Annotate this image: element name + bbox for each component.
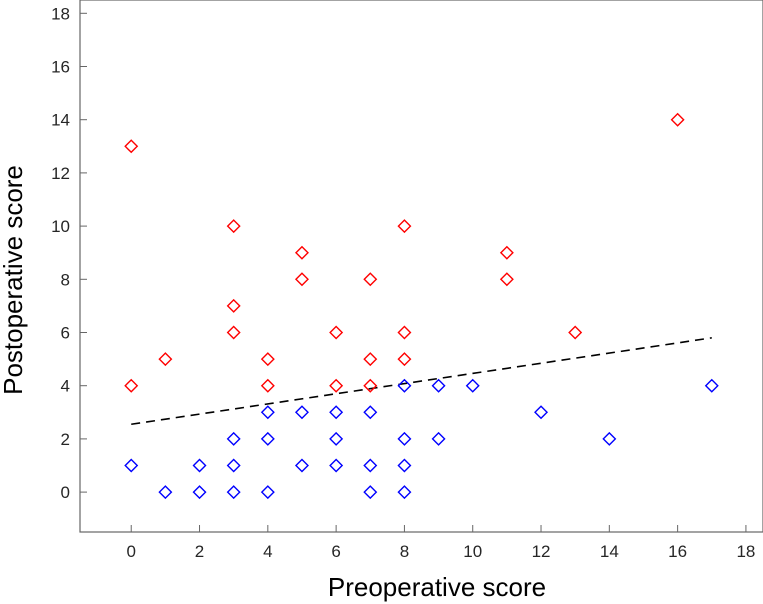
red-data-point: [260, 352, 275, 367]
y-axis-label: Postoperative score: [0, 165, 28, 395]
blue-data-point: [431, 431, 446, 446]
y-tick-label: 16: [51, 58, 70, 77]
blue-data-point: [192, 485, 207, 500]
tick-group: 0 2 4 6 8 10 12 14 16 18 0 2 4 6 8 10 12 14 16 18: [51, 4, 755, 561]
x-tick-label: 6: [331, 542, 340, 561]
trend-line: [131, 337, 712, 426]
blue-data-point: [329, 405, 344, 420]
red-data-point: [329, 378, 344, 393]
red-data-point: [124, 139, 139, 154]
blue-data-point: [226, 431, 241, 446]
x-tick-label: 4: [263, 542, 272, 561]
red-data-point: [397, 219, 412, 234]
blue-data-point: [124, 458, 139, 473]
y-tick-label: 12: [51, 164, 70, 183]
blue-data-point: [192, 458, 207, 473]
y-tick-label: 2: [61, 430, 70, 449]
red-data-point: [226, 219, 241, 234]
red-data-point: [363, 378, 378, 393]
red-data-point: [670, 112, 685, 127]
points-group: [124, 112, 719, 500]
blue-data-point: [226, 458, 241, 473]
y-tick-label: 14: [51, 111, 70, 130]
x-tick-label: 14: [600, 542, 619, 561]
y-tick-label: 10: [51, 217, 70, 236]
blue-data-point: [260, 405, 275, 420]
red-data-point: [294, 272, 309, 287]
blue-data-point: [397, 485, 412, 500]
blue-data-point: [226, 485, 241, 500]
blue-data-point: [329, 431, 344, 446]
red-data-point: [499, 245, 514, 260]
blue-data-point: [329, 458, 344, 473]
x-tick-label: 10: [463, 542, 482, 561]
plot-area: [79, 0, 763, 533]
blue-data-point: [397, 378, 412, 393]
y-tick-label: 8: [61, 270, 70, 289]
red-data-point: [568, 325, 583, 340]
blue-data-point: [260, 485, 275, 500]
x-tick-label: 12: [532, 542, 551, 561]
blue-data-point: [363, 458, 378, 473]
blue-data-point: [158, 485, 173, 500]
blue-data-point: [704, 378, 719, 393]
blue-data-point: [397, 458, 412, 473]
blue-data-point: [260, 431, 275, 446]
blue-data-point: [602, 431, 617, 446]
trendline-group: [131, 337, 712, 426]
red-data-point: [329, 325, 344, 340]
blue-data-point: [363, 485, 378, 500]
blue-data-point: [294, 458, 309, 473]
red-data-point: [294, 245, 309, 260]
red-data-point: [260, 378, 275, 393]
x-tick-label: 16: [668, 542, 687, 561]
red-data-point: [226, 298, 241, 313]
red-data-point: [499, 272, 514, 287]
blue-data-point: [465, 378, 480, 393]
blue-data-point: [397, 431, 412, 446]
red-data-point: [226, 325, 241, 340]
blue-data-point: [294, 405, 309, 420]
y-tick-label: 6: [61, 324, 70, 343]
red-data-point: [397, 325, 412, 340]
x-tick-label: 18: [736, 542, 755, 561]
x-tick-label: 2: [195, 542, 204, 561]
y-tick-label: 18: [51, 4, 70, 23]
y-tick-label: 4: [61, 377, 70, 396]
red-data-point: [363, 352, 378, 367]
y-tick-label: 0: [61, 483, 70, 502]
red-data-point: [363, 272, 378, 287]
blue-data-point: [431, 378, 446, 393]
x-tick-label: 0: [126, 542, 135, 561]
blue-data-point: [363, 405, 378, 420]
blue-data-point: [534, 405, 549, 420]
red-data-point: [124, 378, 139, 393]
x-tick-label: 8: [400, 542, 409, 561]
x-axis-label: Preoperative score: [328, 572, 546, 602]
red-data-point: [158, 352, 173, 367]
red-data-point: [397, 352, 412, 367]
